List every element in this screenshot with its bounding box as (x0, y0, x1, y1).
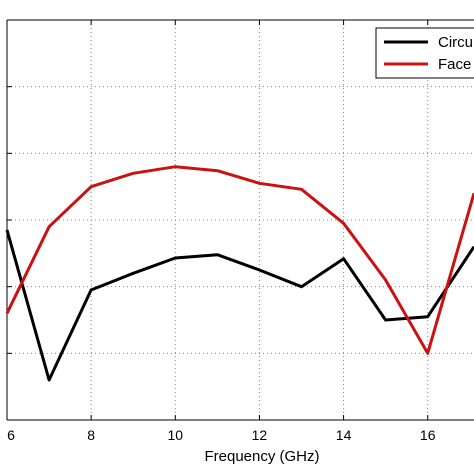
legend: Circu Face (375, 27, 474, 79)
x-tick-label: 8 (87, 427, 95, 443)
data-series (5, 165, 474, 382)
grid-lines (7, 20, 474, 420)
x-tick-label: 14 (336, 427, 352, 443)
legend-label-face: Face (438, 56, 471, 73)
x-tick-label: 10 (167, 427, 183, 443)
x-tick-label: 12 (252, 427, 268, 443)
x-axis-label: Frequency (GHz) (204, 448, 319, 465)
series-line-circu (5, 229, 474, 382)
x-tick-labels: 6 8 10 12 14 16 (7, 427, 436, 443)
legend-box (375, 27, 474, 79)
plot-axes (6, 19, 474, 421)
series-line-face (5, 165, 474, 355)
x-tick-label: 6 (7, 427, 15, 443)
legend-label-circu: Circu (438, 34, 473, 51)
x-tick-label: 16 (420, 427, 436, 443)
